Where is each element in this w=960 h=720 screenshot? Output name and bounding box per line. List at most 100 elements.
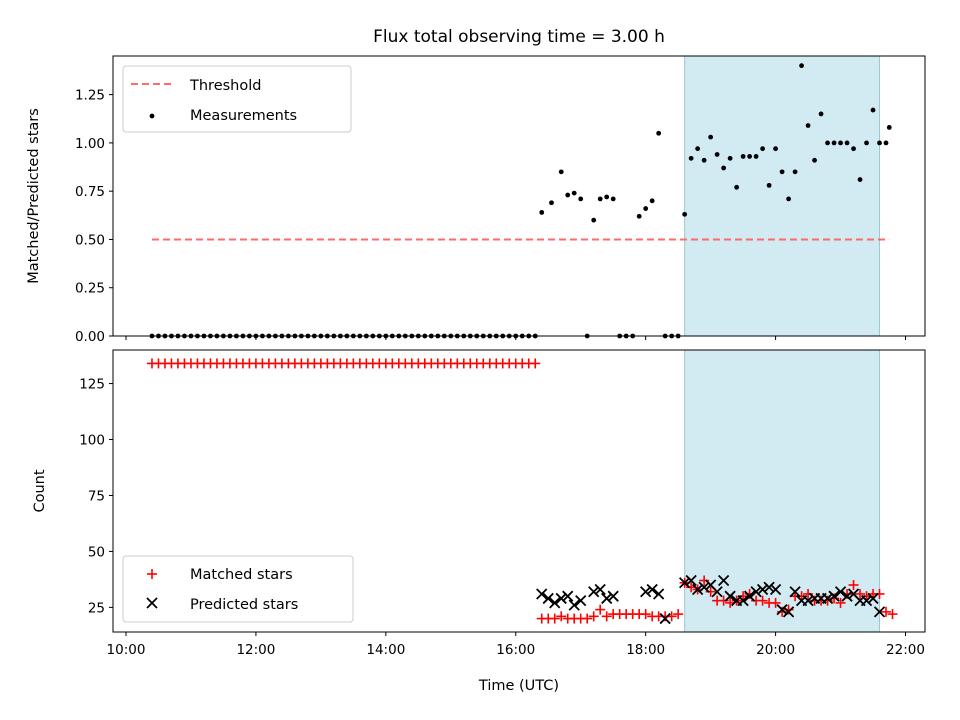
predicted-star-points xyxy=(536,574,886,625)
measurement-point xyxy=(643,206,649,211)
count-panel: 25 50 75 100 125 10:00 12:00 14:00 16:00 18:00 20… xyxy=(32,349,926,694)
predicted-star-marker xyxy=(717,574,730,587)
x-axis-label: Time (UTC) xyxy=(478,678,559,694)
predicted-mark-b xyxy=(698,581,710,593)
measurement-point xyxy=(851,146,856,152)
predicted-mark-b xyxy=(763,581,775,593)
predicted-mark-b xyxy=(601,592,613,605)
measurement-point xyxy=(792,169,798,175)
measurement-point xyxy=(740,154,746,159)
predicted-star-marker xyxy=(698,581,710,593)
predicted-star-marker xyxy=(737,595,749,607)
predicted-star-marker xyxy=(789,586,801,598)
legend-predicted-label: Predicted stars xyxy=(190,597,298,613)
predicted-mark-b xyxy=(568,599,580,611)
predicted-star-marker xyxy=(711,586,723,598)
predicted-star-marker xyxy=(653,588,665,600)
predicted-mark-b xyxy=(704,579,717,591)
x-tick-label: 10:00 xyxy=(107,642,146,658)
measurement-point xyxy=(838,140,843,146)
predicted-star-marker xyxy=(594,583,606,596)
predicted-star-marker xyxy=(867,592,879,605)
matched-star-marker xyxy=(855,588,866,599)
predicted-mark-b xyxy=(789,586,801,598)
x-tick-label: 12:00 xyxy=(236,642,275,658)
predicted-mark-b xyxy=(724,590,736,602)
predicted-mark-b xyxy=(562,590,574,602)
measurement-point xyxy=(539,210,545,215)
ratio-axes-frame xyxy=(112,55,926,337)
predicted-star-marker xyxy=(659,612,671,625)
predicted-mark-b xyxy=(679,577,691,589)
predicted-star-marker xyxy=(646,583,658,596)
measurement-point xyxy=(825,140,830,146)
predicted-star-marker xyxy=(873,606,886,618)
predicted-star-marker xyxy=(607,590,619,602)
predicted-mark-b xyxy=(640,586,652,598)
matched-star-marker xyxy=(640,609,651,620)
measurement-points xyxy=(149,63,892,339)
predicted-mark-b xyxy=(834,586,847,598)
predicted-star-marker xyxy=(601,592,613,605)
matched-star-marker xyxy=(887,609,898,620)
predicted-mark-b xyxy=(659,612,671,625)
measurement-point xyxy=(773,146,778,152)
count-y-tick-label: 100 xyxy=(79,433,105,449)
ratio-y-tick-label: 0.50 xyxy=(75,232,105,248)
predicted-star-marker xyxy=(562,590,574,602)
legend-matched-swatch xyxy=(147,569,157,579)
predicted-star-marker xyxy=(750,586,762,598)
measurement-point xyxy=(779,169,785,175)
measurement-point xyxy=(727,155,733,161)
measurement-point xyxy=(701,157,707,163)
predicted-star-marker xyxy=(692,583,704,596)
predicted-star-marker xyxy=(640,586,652,598)
measurement-point xyxy=(799,63,804,69)
measurement-point xyxy=(805,123,811,128)
legend-predicted-mark-b xyxy=(146,597,158,609)
observing-span-top xyxy=(684,55,881,337)
measurement-point xyxy=(812,157,817,163)
x-tick-label: 20:00 xyxy=(756,642,795,658)
ratio-y-axis-label: Matched/Predicted stars xyxy=(26,108,42,284)
count-y-axis-label: Count xyxy=(32,469,48,512)
predicted-star-marker xyxy=(841,590,853,602)
matched-star-marker xyxy=(803,588,814,599)
observing-span-bottom xyxy=(684,349,881,633)
count-y-tick-label: 125 xyxy=(79,377,105,393)
predicted-mark-b xyxy=(867,592,879,605)
measurement-point xyxy=(886,125,892,130)
matched-star-marker xyxy=(549,613,560,624)
measurement-point xyxy=(649,198,655,204)
count-y-tick-label: 50 xyxy=(88,544,105,560)
predicted-star-marker xyxy=(588,586,600,598)
predicted-mark-b xyxy=(692,583,704,596)
legend-matched-label: Matched stars xyxy=(190,567,293,583)
predicted-mark-b xyxy=(782,606,795,618)
measurement-point xyxy=(818,111,824,117)
predicted-star-marker xyxy=(821,592,834,605)
predicted-mark-b xyxy=(821,592,834,605)
predicted-mark-b xyxy=(588,586,600,598)
ratio-panel: 0.00 0.25 0.50 0.75 1.00 1.25 Matched/Predict… xyxy=(26,55,926,345)
predicted-mark-b xyxy=(542,592,554,605)
predicted-mark-b xyxy=(607,590,619,602)
predicted-star-marker xyxy=(549,597,561,609)
matched-star-marker xyxy=(699,575,710,586)
predicted-star-marker xyxy=(568,599,580,611)
predicted-mark-b xyxy=(769,583,782,596)
measurement-point xyxy=(565,192,571,198)
ratio-legend-box xyxy=(122,65,352,133)
predicted-mark-b xyxy=(646,583,658,596)
count-legend: Matched stars Predicted stars xyxy=(122,555,354,623)
measurement-point xyxy=(831,140,837,146)
measurement-point xyxy=(747,154,753,159)
matched-star-marker xyxy=(556,611,567,622)
measurement-point xyxy=(604,194,610,200)
measurement-point xyxy=(571,190,577,196)
predicted-star-marker xyxy=(542,592,554,605)
predicted-star-marker xyxy=(575,595,587,607)
matched-star-marker xyxy=(705,586,716,597)
measurement-point xyxy=(760,146,765,152)
measurement-point xyxy=(864,140,869,146)
